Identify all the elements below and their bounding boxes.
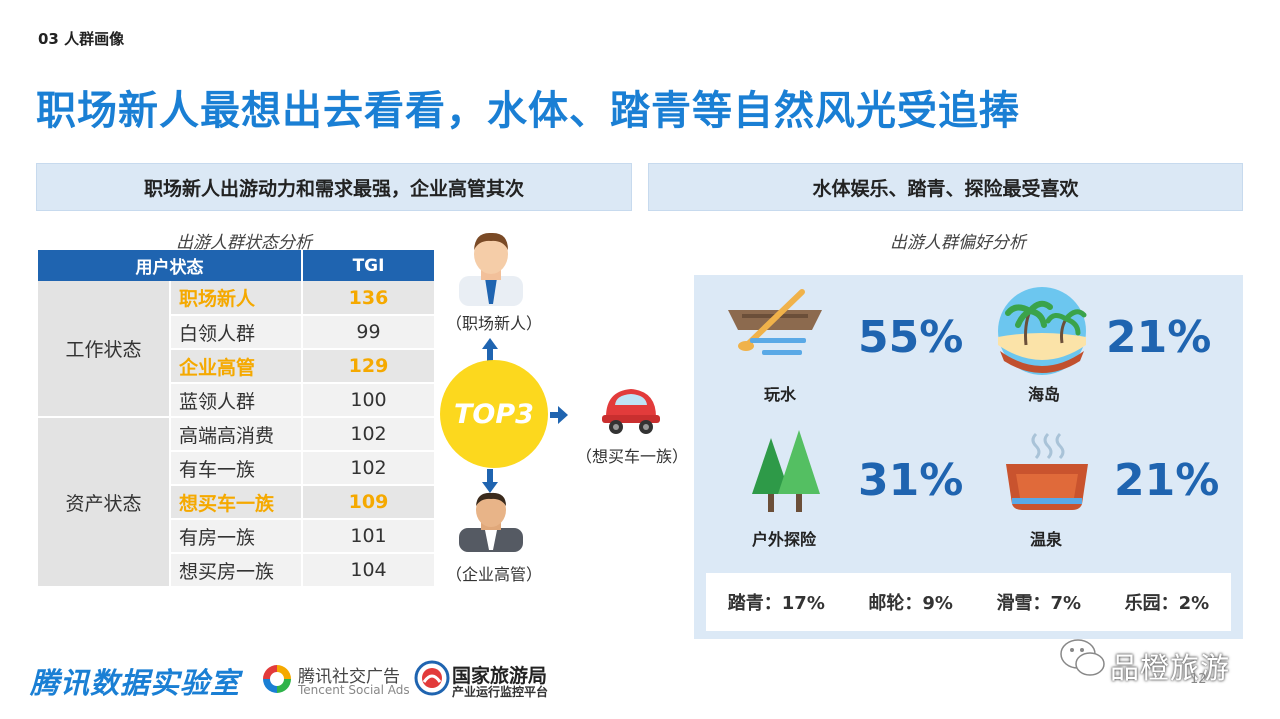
pref-pct-water: 55%	[858, 312, 964, 363]
pref-label-water: 玩水	[763, 385, 796, 404]
footer-gov-sub: 产业运行监控平台	[452, 685, 549, 699]
table-row: 企业高管 129	[38, 349, 436, 384]
pref-label-outdoor: 户外探险	[751, 530, 816, 549]
pref-label-hotspring: 温泉	[1029, 530, 1062, 549]
table-row: 资产状态 高端高消费 102	[38, 417, 436, 588]
table-cell-status: 有房一族	[170, 519, 303, 554]
top3-item-executive: （企业高管）	[446, 565, 543, 584]
table-cell-status: 蓝领人群	[170, 383, 303, 418]
table-cell-tgi: 109	[302, 485, 436, 520]
table-header-tgi: TGI	[302, 250, 436, 281]
page-title: 职场新人最想出去看看，水体、踏青等自然风光受追捧	[36, 88, 1020, 134]
table-cell-status: 企业高管	[170, 349, 303, 384]
table-cell-tgi: 102	[302, 417, 436, 452]
table-cell-status: 想买房一族	[170, 553, 303, 588]
footer-ads-cn: 腾讯社交广告	[298, 667, 400, 687]
top3-label: TOP3	[454, 398, 534, 430]
section-tag: 03 人群画像	[38, 30, 125, 48]
table-row: 工作状态 职场新人 136	[38, 281, 436, 418]
wechat-icon	[1060, 639, 1105, 676]
other-preferences: 踏青：17% 邮轮：9% 滑雪：7% 乐园：2%	[706, 573, 1231, 631]
table-row: 有房一族 101	[38, 519, 436, 554]
table-cell-status: 职场新人	[170, 281, 303, 316]
tgi-table: 用户状态 TGI 工作状态 职场新人 136 白领人群 99 企业高管 129 蓝领人群 100…	[38, 250, 436, 588]
table-cell-status: 白领人群	[170, 315, 303, 350]
pref-pct-outdoor: 31%	[858, 455, 964, 506]
table-cell-tgi: 129	[302, 349, 436, 384]
page-number: 12	[1190, 672, 1207, 687]
table-cell-tgi: 99	[302, 315, 436, 350]
table-row: 有车一族 102	[38, 451, 436, 486]
other-pref-cruise: 邮轮：9%	[868, 593, 953, 614]
footer-gov-cn: 国家旅游局	[452, 665, 548, 687]
table-cell-tgi: 102	[302, 451, 436, 486]
boat-icon	[728, 289, 822, 355]
other-pref-ski: 滑雪：7%	[996, 593, 1082, 614]
table-cell-status: 高端高消费	[170, 417, 303, 452]
island-icon	[998, 287, 1087, 375]
other-pref-park: 乐园：2%	[1124, 593, 1210, 614]
young-professional-icon	[459, 232, 523, 306]
table-cell-tgi: 101	[302, 519, 436, 554]
wechat-account: 品橙旅游	[1110, 651, 1231, 685]
left-banner: 职场新人出游动力和需求最强，企业高管其次	[36, 163, 632, 211]
table-cell-status: 想买车一族	[170, 485, 303, 520]
tourism-bureau-logo-icon	[414, 660, 450, 696]
table-cell-tgi: 104	[302, 553, 436, 588]
pref-pct-island: 21%	[1106, 312, 1212, 363]
pref-pct-hotspring: 21%	[1114, 455, 1220, 506]
table-cell-status: 有车一族	[170, 451, 303, 486]
left-subtitle: 出游人群状态分析	[176, 233, 312, 253]
table-cell-tgi: 136	[302, 281, 436, 316]
top3-item-car-buyer: （想买车一族）	[576, 447, 689, 466]
top3-circle: TOP3	[440, 360, 548, 468]
footer-ads-en: Tencent Social Ads	[298, 683, 410, 697]
car-icon	[602, 389, 660, 434]
table-row: 想买车一族 109	[38, 485, 436, 520]
table-cell-tgi: 100	[302, 383, 436, 418]
pref-label-island: 海岛	[1027, 385, 1060, 404]
right-banner: 水体娱乐、踏青、探险最受喜欢	[648, 163, 1243, 211]
table-header-status: 用户状态	[38, 250, 303, 281]
table-row: 白领人群 99	[38, 315, 436, 350]
right-subtitle: 出游人群偏好分析	[890, 233, 1026, 253]
top3-diagram	[482, 338, 568, 493]
table-group-label: 资产状态	[38, 417, 171, 588]
tencent-ads-logo-icon	[263, 665, 291, 693]
hot-spring-icon	[1006, 432, 1088, 510]
table-group-label: 工作状态	[38, 281, 171, 418]
table-row: 蓝领人群 100	[38, 383, 436, 418]
top3-item-young-professional: （职场新人）	[446, 314, 543, 333]
executive-icon	[459, 492, 523, 552]
other-pref-spring-outing: 踏青：17%	[727, 593, 825, 614]
trees-icon	[752, 430, 820, 512]
footer-brand: 腾讯数据实验室	[30, 666, 241, 700]
table-row: 想买房一族 104	[38, 553, 436, 588]
